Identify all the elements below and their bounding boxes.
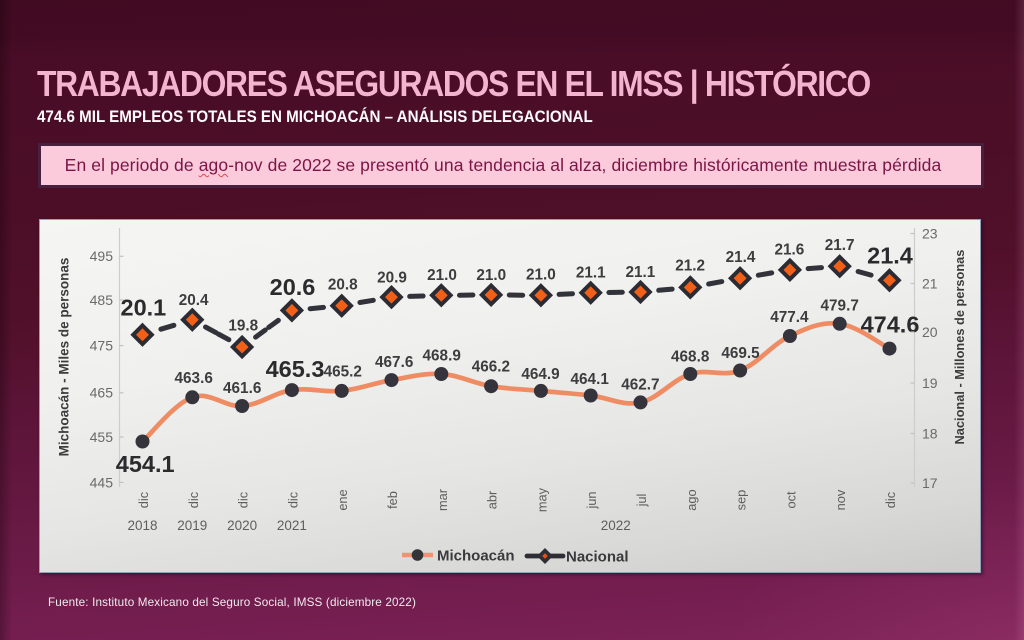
svg-text:464.1: 464.1 [571, 371, 610, 388]
svg-text:462.7: 462.7 [621, 377, 659, 394]
svg-text:19.8: 19.8 [228, 317, 258, 334]
svg-text:495: 495 [90, 248, 114, 264]
svg-text:466.2: 466.2 [472, 359, 510, 376]
svg-text:2022: 2022 [601, 518, 631, 533]
svg-text:455: 455 [90, 429, 114, 445]
svg-text:21.2: 21.2 [675, 258, 705, 275]
svg-text:2018: 2018 [127, 518, 157, 533]
svg-text:479.7: 479.7 [821, 298, 859, 315]
svg-text:445: 445 [90, 474, 114, 490]
svg-text:20.6: 20.6 [270, 274, 316, 300]
svg-text:2021: 2021 [277, 518, 307, 533]
svg-text:461.6: 461.6 [223, 380, 261, 397]
svg-text:dic: dic [236, 491, 251, 508]
svg-text:465.2: 465.2 [324, 364, 362, 381]
svg-text:ene: ene [335, 489, 350, 510]
svg-text:Michoacán - Miles de personas: Michoacán - Miles de personas [57, 258, 72, 457]
svg-text:oct: oct [783, 491, 798, 509]
svg-text:18: 18 [922, 425, 938, 441]
svg-text:477.4: 477.4 [770, 309, 809, 326]
svg-text:jul: jul [634, 494, 649, 508]
svg-text:469.5: 469.5 [721, 345, 760, 362]
svg-text:454.1: 454.1 [116, 451, 175, 477]
svg-text:465: 465 [90, 385, 114, 401]
svg-text:may: may [534, 487, 549, 512]
svg-text:dic: dic [186, 491, 201, 508]
svg-text:21.0: 21.0 [476, 267, 506, 284]
svg-text:feb: feb [385, 491, 400, 509]
svg-text:474.6: 474.6 [861, 312, 920, 338]
svg-text:21.4: 21.4 [726, 249, 756, 266]
svg-text:ago: ago [684, 489, 699, 510]
svg-text:465.3: 465.3 [266, 356, 325, 382]
svg-text:20.4: 20.4 [179, 292, 209, 309]
svg-text:475: 475 [90, 338, 114, 354]
svg-text:467.6: 467.6 [375, 354, 413, 371]
svg-text:mar: mar [435, 488, 450, 511]
svg-text:21.6: 21.6 [775, 241, 805, 258]
svg-text:21.4: 21.4 [867, 242, 913, 268]
svg-text:21.7: 21.7 [825, 237, 855, 254]
svg-text:dic: dic [136, 491, 151, 508]
svg-text:20.1: 20.1 [121, 295, 167, 321]
svg-text:20.9: 20.9 [377, 270, 407, 287]
svg-text:20: 20 [922, 324, 938, 340]
svg-text:21: 21 [922, 275, 938, 291]
svg-text:dic: dic [285, 491, 300, 508]
svg-text:Nacional: Nacional [566, 549, 629, 566]
svg-text:463.6: 463.6 [175, 370, 213, 387]
svg-text:468.8: 468.8 [671, 348, 710, 365]
svg-text:17: 17 [922, 475, 938, 491]
svg-text:485: 485 [90, 292, 114, 308]
svg-text:20.8: 20.8 [328, 277, 358, 294]
svg-text:468.9: 468.9 [423, 348, 461, 365]
svg-text:21.1: 21.1 [576, 265, 606, 282]
svg-text:23: 23 [922, 225, 938, 241]
svg-text:Nacional - Millones de persona: Nacional - Millones de personas [952, 250, 967, 445]
svg-text:nov: nov [833, 489, 848, 510]
svg-text:2020: 2020 [227, 518, 257, 533]
svg-text:Michoacán: Michoacán [437, 548, 515, 565]
svg-text:21.0: 21.0 [427, 267, 457, 284]
svg-text:21.0: 21.0 [526, 267, 556, 284]
svg-text:19: 19 [922, 375, 938, 391]
svg-text:jun: jun [584, 491, 599, 509]
svg-text:2019: 2019 [177, 518, 207, 533]
svg-text:464.9: 464.9 [521, 366, 559, 383]
svg-text:21.1: 21.1 [626, 264, 656, 281]
svg-text:sep: sep [734, 490, 749, 511]
svg-text:dic: dic [883, 491, 898, 508]
svg-text:abr: abr [485, 490, 500, 509]
